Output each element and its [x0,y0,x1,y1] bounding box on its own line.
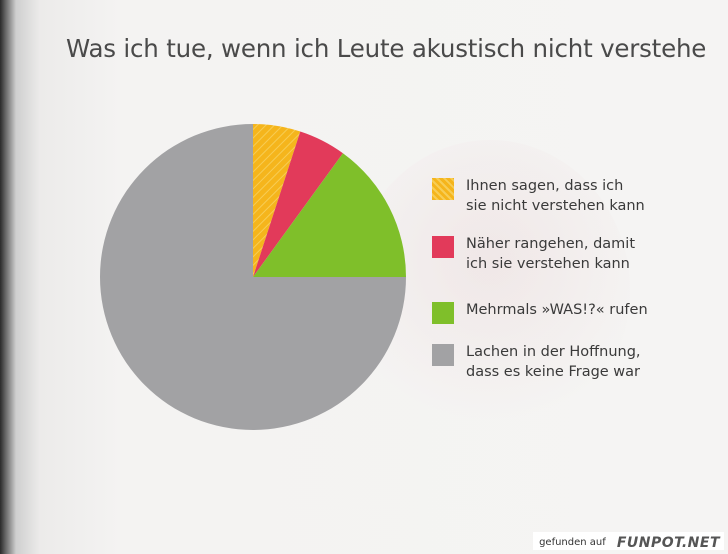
legend-label-3: Mehrmals »WAS!?« rufen [466,302,648,318]
pie-slice-4 [100,124,406,430]
footer-prefix: gefunden auf [539,537,606,548]
watermark-footer: gefunden auf FUNPOT.NET [533,532,724,551]
legend-label-2: Näher rangehen, damit ich sie verstehen … [466,236,636,272]
legend-swatch-1 [432,178,454,200]
footer-brand-logo[interactable]: FUNPOT.NET [616,534,720,551]
legend-label-4: Lachen in der Hoffnung, dass es keine Fr… [466,344,641,380]
legend-label-1: Ihnen sagen, dass ich sie nicht verstehe… [466,178,645,214]
pie-slice-2 [253,131,343,277]
pie-slices [100,124,406,430]
pie-slice-1 [253,124,301,277]
legend-swatch-4 [432,344,454,366]
legend-swatch-2 [432,236,454,258]
chart-title: Was ich tue, wenn ich Leute akustisch ni… [66,34,707,63]
legend-swatch-3 [432,302,454,324]
pie-slice-3 [253,153,406,277]
